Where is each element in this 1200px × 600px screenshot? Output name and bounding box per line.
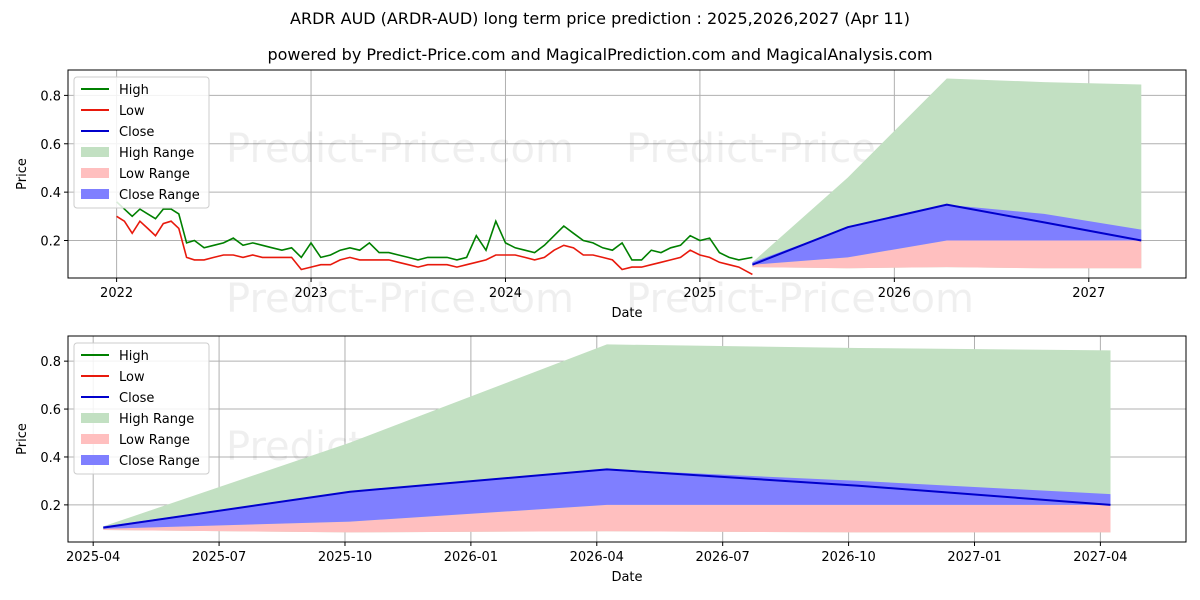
legend-swatch xyxy=(81,189,109,199)
legend-swatch xyxy=(81,413,109,423)
legend-label: High Range xyxy=(119,146,194,161)
y-axis-label: Price xyxy=(15,158,30,190)
watermark-text: Predict-Price.com xyxy=(226,276,574,322)
x-tick-label: 2026 xyxy=(878,286,911,301)
x-tick-label: 2025-07 xyxy=(192,550,246,565)
legend-swatch xyxy=(81,455,109,465)
watermark-text: Predict-Price.com xyxy=(626,276,974,322)
y-tick-label: 0.6 xyxy=(40,403,61,418)
legend-label: Close xyxy=(119,391,154,406)
legend-swatch xyxy=(81,434,109,444)
x-tick-label: 2027-04 xyxy=(1073,550,1127,565)
legend-label: Close Range xyxy=(119,188,200,203)
y-axis-label: Price xyxy=(15,423,30,455)
legend-label: Low xyxy=(119,104,145,119)
legend-label: High xyxy=(119,83,149,98)
close-range-band xyxy=(752,204,1142,265)
low-range-band xyxy=(752,240,1142,269)
legend-label: Low xyxy=(119,370,145,385)
legend-swatch xyxy=(81,168,109,178)
legend-label: Low Range xyxy=(119,433,190,448)
low-range-band xyxy=(103,504,1111,533)
x-tick-label: 2027-01 xyxy=(947,550,1001,565)
x-tick-label: 2025-10 xyxy=(318,550,372,565)
legend-swatch xyxy=(81,147,109,157)
x-axis-label: Date xyxy=(611,306,642,321)
legend-label: Close xyxy=(119,125,154,140)
x-tick-label: 2026-01 xyxy=(444,550,498,565)
chart-title: ARDR AUD (ARDR-AUD) long term price pred… xyxy=(290,9,910,28)
x-tick-label: 2027 xyxy=(1072,286,1105,301)
x-tick-label: 2025 xyxy=(683,286,716,301)
y-tick-label: 0.4 xyxy=(40,451,61,466)
legend-label: Low Range xyxy=(119,167,190,182)
x-tick-label: 2026-07 xyxy=(696,550,750,565)
chart-subtitle: powered by Predict-Price.com and Magical… xyxy=(267,45,933,64)
close-forecast-line xyxy=(103,468,1111,529)
y-tick-label: 0.8 xyxy=(40,355,61,370)
axes-frame xyxy=(67,335,1187,543)
x-tick-label: 2022 xyxy=(100,286,133,301)
close-range-band xyxy=(103,469,1111,529)
x-tick-label: 2026-04 xyxy=(570,550,624,565)
watermark-text: Predict-Price.com xyxy=(226,126,574,172)
y-tick-label: 0.4 xyxy=(40,186,61,201)
low-series-line xyxy=(116,215,753,276)
legend-label: High xyxy=(119,349,149,364)
legend-label: Close Range xyxy=(119,454,200,469)
y-tick-label: 0.6 xyxy=(40,138,61,153)
close-forecast-line xyxy=(752,203,1142,266)
y-tick-label: 0.2 xyxy=(40,235,61,250)
axes-frame xyxy=(67,69,1187,279)
plot-area xyxy=(116,78,1142,276)
legend-label: High Range xyxy=(119,412,194,427)
high-series-line xyxy=(116,201,753,261)
y-tick-label: 0.2 xyxy=(40,499,61,514)
y-tick-label: 0.8 xyxy=(40,89,61,104)
x-tick-label: 2025-04 xyxy=(66,550,120,565)
x-tick-label: 2024 xyxy=(489,286,522,301)
x-axis-label: Date xyxy=(611,570,642,585)
x-tick-label: 2023 xyxy=(294,286,327,301)
x-tick-label: 2026-10 xyxy=(821,550,875,565)
plot-area xyxy=(103,344,1111,533)
